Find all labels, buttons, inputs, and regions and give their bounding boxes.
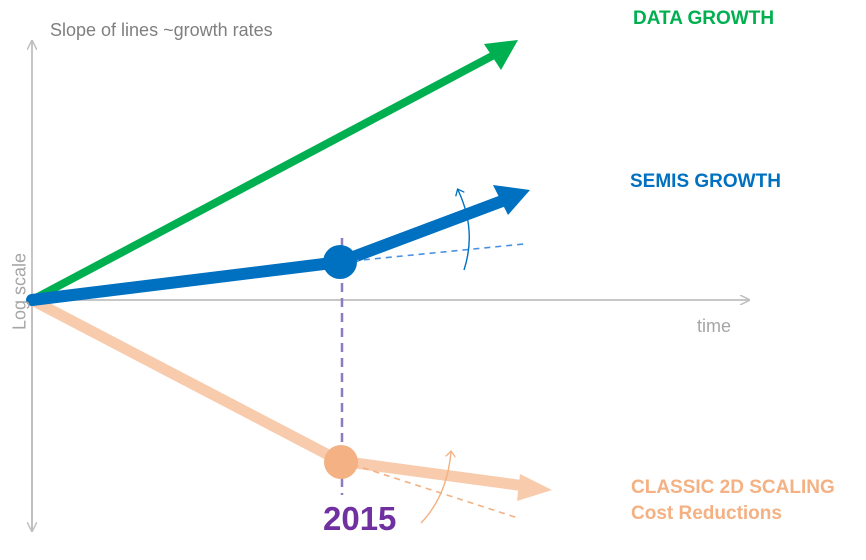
semis-growth-curved-arrow bbox=[458, 190, 470, 271]
subtitle: Slope of lines ~growth rates bbox=[50, 20, 273, 40]
data-growth-label: DATA GROWTH bbox=[633, 8, 775, 29]
semis-growth-line-pre bbox=[26, 256, 346, 306]
semis-growth-trend-dashed bbox=[341, 243, 525, 263]
classic-scaling-trend-dashed bbox=[341, 460, 519, 519]
classic-scaling-arrowhead bbox=[517, 474, 552, 501]
cost-reductions-label: Cost Reductions bbox=[631, 503, 782, 524]
classic-scaling-line-pre bbox=[26, 294, 346, 467]
classic-scaling-2015-point bbox=[324, 445, 358, 479]
classic-scaling-curved-arrow bbox=[420, 452, 451, 524]
semis-growth-arrowhead bbox=[493, 185, 530, 215]
x-axis-label: time bbox=[697, 316, 732, 336]
classic-scaling-label: CLASSIC 2D SCALING bbox=[631, 477, 835, 498]
classic-scaling-line-post bbox=[334, 455, 531, 492]
data-growth-arrowhead bbox=[484, 40, 518, 70]
year-label: 2015 bbox=[323, 500, 397, 537]
y-axis-label: Log scale bbox=[9, 252, 30, 331]
semis-growth-label: SEMIS GROWTH bbox=[630, 171, 781, 192]
semis-growth-line-post bbox=[334, 194, 511, 268]
data-growth-line bbox=[28, 51, 498, 304]
semis-growth-2015-point bbox=[323, 245, 357, 279]
